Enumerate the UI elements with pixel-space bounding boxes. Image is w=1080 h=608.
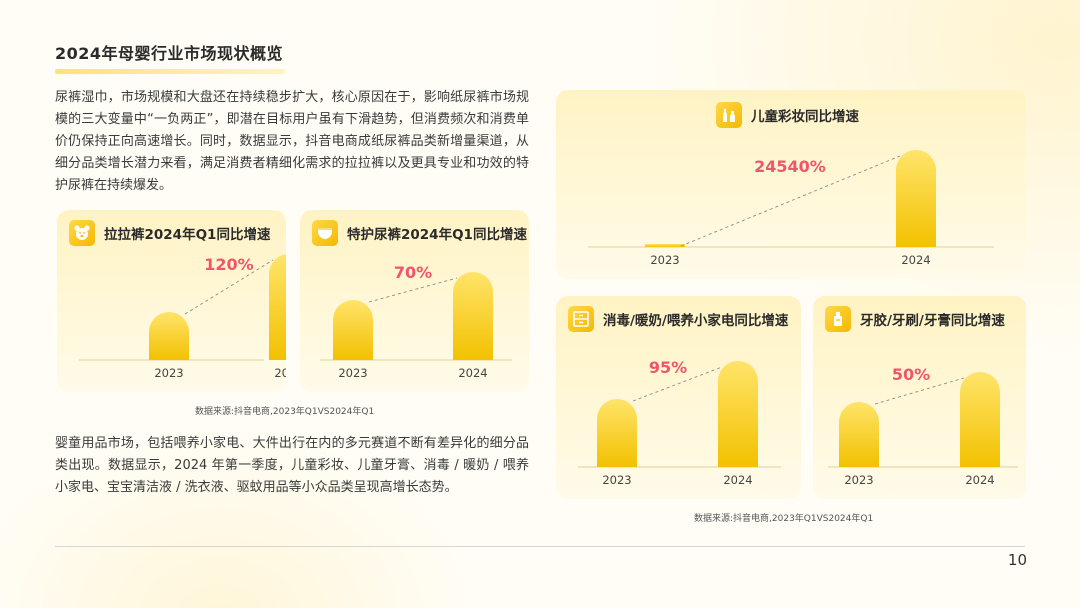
x-tick-label: 2024 [901,253,930,267]
cabinet-icon [568,306,594,332]
bar-2023 [645,244,685,247]
x-tick-label: 2024 [458,366,487,380]
growth-label: 50% [892,365,930,384]
x-tick-label: 2023 [154,366,183,380]
bar-2023 [333,300,373,360]
intro-paragraph: 尿裤湿巾，市场规模和大盘还在持续稳步扩大，核心原因在于，影响纸尿裤市场规模的三大… [55,90,529,193]
x-tick-label: 2023 [844,473,873,487]
chart-plot: 2023 2024 50% [828,365,1018,487]
bar-2024 [453,272,493,360]
chart-title: 儿童彩妆同比增速 [751,109,859,125]
title-underline [55,69,285,74]
bar-2023 [597,399,637,467]
x-tick-label: 2024 [723,473,752,487]
chart-card-pull-ups: 拉拉裤2024年Q1同比增速 2023 2024 120% [57,210,286,392]
x-tick-label: 2023 [338,366,367,380]
trend-line [632,366,723,402]
bar-2024 [896,150,936,247]
data-source-note: 数据来源:抖音电商,2023年Q1VS2024年Q1 [195,407,375,417]
x-tick-label: 2024 [965,473,994,487]
footer-divider [55,546,1025,547]
body-paragraph: 婴童用品市场，包括喂养小家电、大件出行在内的多元赛道不断有差异化的细分品类出现。… [55,436,529,495]
chart-title: 消毒/暖奶/喂养小家电同比增速 [603,313,789,329]
x-tick-label: 2024 [274,366,286,380]
growth-label: 24540% [754,157,826,176]
growth-label: 120% [204,255,253,274]
diaper-icon [312,220,338,246]
page-title: 2024年母婴行业市场现状概览 [55,44,284,63]
bar-2024 [960,372,1000,467]
chart-card-small-appliances: 消毒/暖奶/喂养小家电同比增速 2023 2024 95% [556,296,801,499]
chart-card-kids-cosmetics: 儿童彩妆同比增速 2023 2024 24540% [556,90,1026,279]
bar-2024 [718,361,758,467]
chart-title: 特护尿裤2024年Q1同比增速 [347,227,527,243]
bar-2023 [149,312,189,360]
chart-card-special-diapers: 特护尿裤2024年Q1同比增速 2023 2024 70% [300,210,529,392]
bar-2023 [839,402,879,467]
chart-title: 拉拉裤2024年Q1同比增速 [104,227,271,243]
chart-plot: 2023 2024 24540% [588,150,994,267]
chart-title: 牙胶/牙刷/牙膏同比增速 [860,313,1005,329]
chart-plot: 2023 2024 120% [79,254,286,380]
data-source-note: 数据来源:抖音电商,2023年Q1VS2024年Q1 [694,514,874,524]
trend-line [184,259,274,315]
bar-2024 [269,254,286,360]
x-tick-label: 2023 [650,253,679,267]
chart-card-oral-care: 牙胶/牙刷/牙膏同比增速 2023 2024 50% [813,296,1026,499]
page-number: 10 [1007,551,1027,569]
growth-label: 95% [649,358,687,377]
cosmetics-icon [716,102,742,128]
x-tick-label: 2023 [602,473,631,487]
growth-label: 70% [394,263,432,282]
bear-icon [69,220,95,246]
chart-plot: 2023 2024 95% [578,358,781,487]
toothpaste-icon [825,306,851,332]
chart-plot: 2023 2024 70% [320,263,512,380]
